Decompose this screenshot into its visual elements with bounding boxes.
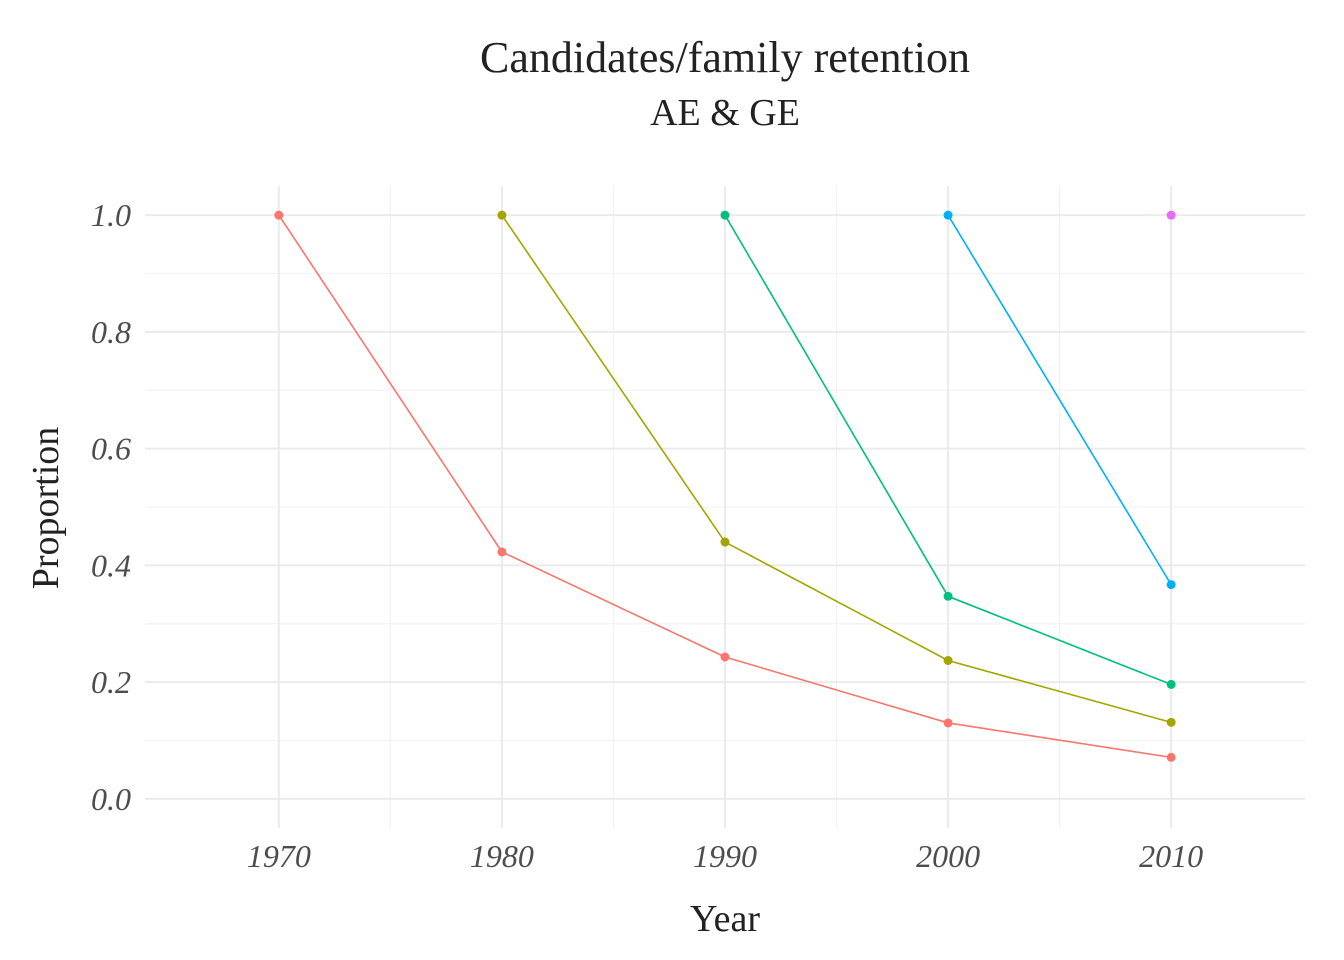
chart-title: Candidates/family retention: [480, 33, 970, 82]
data-point: [1166, 717, 1176, 727]
x-tick-label: 2010: [1139, 838, 1203, 874]
data-point: [720, 210, 730, 220]
data-point: [943, 591, 953, 601]
x-tick-label: 1970: [247, 838, 311, 874]
data-points: [274, 210, 1176, 762]
x-tick-label: 1980: [470, 838, 534, 874]
data-point: [1166, 580, 1176, 590]
data-point: [1166, 679, 1176, 689]
data-point: [943, 210, 953, 220]
x-tick-label: 2000: [916, 838, 980, 874]
grid: [145, 186, 1305, 828]
chart-subtitle: AE & GE: [650, 92, 800, 134]
x-axis-title: Year: [690, 898, 760, 940]
data-point: [943, 655, 953, 665]
data-point: [1166, 752, 1176, 762]
y-axis-title: Proportion: [25, 427, 67, 590]
x-axis-ticks: 1970 1980 1990 2000 2010: [247, 838, 1203, 874]
series-line-4: [947, 214, 1172, 586]
y-tick-label: 0.4: [91, 547, 131, 583]
y-tick-label: 0.0: [91, 781, 131, 817]
y-tick-label: 0.6: [91, 431, 131, 467]
y-tick-label: 1.0: [91, 197, 131, 233]
y-tick-label: 0.8: [91, 314, 131, 350]
data-point: [497, 210, 507, 220]
data-point: [720, 537, 730, 547]
series-line-2: [501, 214, 1172, 724]
data-point: [274, 210, 284, 220]
data-point: [720, 652, 730, 662]
y-tick-label: 0.2: [91, 664, 131, 700]
data-point: [1166, 210, 1176, 220]
x-tick-label: 1990: [693, 838, 757, 874]
y-axis-ticks: 0.0 0.2 0.4 0.6 0.8 1.0: [91, 197, 131, 817]
data-point: [943, 718, 953, 728]
data-point: [497, 547, 507, 557]
